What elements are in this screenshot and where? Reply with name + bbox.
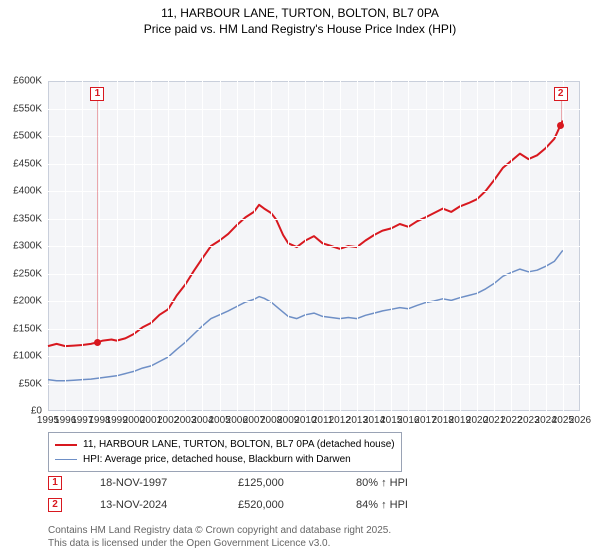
legend-swatch [55, 459, 77, 460]
marker-connector [561, 101, 562, 125]
grid-line-v [443, 81, 444, 411]
event-marker: 2 [48, 498, 62, 512]
event-date: 18-NOV-1997 [100, 477, 200, 489]
grid-line-h [48, 164, 580, 165]
grid-line-h [48, 384, 580, 385]
x-tick-label: 2026 [569, 415, 591, 426]
grid-line-v [237, 81, 238, 411]
marker-connector [97, 101, 98, 342]
marker-flag-1: 1 [90, 87, 104, 101]
event-row: 2 13-NOV-2024 £520,000 84% ↑ HPI [48, 494, 408, 516]
event-table: 1 18-NOV-1997 £125,000 80% ↑ HPI 2 13-NOV-202… [48, 472, 408, 516]
grid-line-v [374, 81, 375, 411]
grid-line-v [288, 81, 289, 411]
grid-line-v [134, 81, 135, 411]
grid-line-h [48, 356, 580, 357]
legend-label: HPI: Average price, detached house, Blac… [83, 452, 351, 467]
legend-item: 11, HARBOUR LANE, TURTON, BOLTON, BL7 0P… [55, 437, 395, 452]
event-price: £520,000 [238, 499, 318, 511]
grid-line-v [494, 81, 495, 411]
event-price: £125,000 [238, 477, 318, 489]
legend-swatch [55, 444, 77, 446]
grid-line-h [48, 274, 580, 275]
x-axis: 1995199619971998199920002001200220032004… [0, 415, 600, 429]
event-delta: 84% ↑ HPI [356, 499, 408, 511]
grid-line-v [546, 81, 547, 411]
grid-line-v [357, 81, 358, 411]
grid-line-v [271, 81, 272, 411]
event-date: 13-NOV-2024 [100, 499, 200, 511]
chart-title: 11, HARBOUR LANE, TURTON, BOLTON, BL7 0P… [0, 0, 600, 41]
grid-line-v [340, 81, 341, 411]
event-delta: 80% ↑ HPI [356, 477, 408, 489]
grid-line-v [391, 81, 392, 411]
grid-line-v [305, 81, 306, 411]
grid-line-v [185, 81, 186, 411]
title-line2: Price paid vs. HM Land Registry's House … [0, 22, 600, 38]
attribution-line1: Contains HM Land Registry data © Crown c… [48, 524, 391, 537]
legend-label: 11, HARBOUR LANE, TURTON, BOLTON, BL7 0P… [83, 437, 395, 452]
legend: 11, HARBOUR LANE, TURTON, BOLTON, BL7 0P… [48, 432, 402, 472]
grid-line-v [254, 81, 255, 411]
grid-line-v [323, 81, 324, 411]
grid-line-h [48, 246, 580, 247]
grid-line-v [65, 81, 66, 411]
marker-flag-2: 2 [554, 87, 568, 101]
grid-line-v [460, 81, 461, 411]
grid-line-h [48, 109, 580, 110]
grid-line-h [48, 136, 580, 137]
grid-line-h [48, 329, 580, 330]
grid-line-v [529, 81, 530, 411]
grid-line-v [477, 81, 478, 411]
grid-line-v [563, 81, 564, 411]
event-row: 1 18-NOV-1997 £125,000 80% ↑ HPI [48, 472, 408, 494]
legend-item: HPI: Average price, detached house, Blac… [55, 452, 395, 467]
grid-line-v [202, 81, 203, 411]
title-line1: 11, HARBOUR LANE, TURTON, BOLTON, BL7 0P… [0, 6, 600, 22]
grid-line-v [220, 81, 221, 411]
grid-line-h [48, 301, 580, 302]
chart-area: £0£50K£100K£150K£200K£250K£300K£350K£400… [0, 41, 600, 429]
grid-line-v [426, 81, 427, 411]
grid-line-h [48, 219, 580, 220]
grid-line-h [48, 191, 580, 192]
grid-line-v [99, 81, 100, 411]
grid-line-v [408, 81, 409, 411]
grid-line-v [117, 81, 118, 411]
event-marker: 1 [48, 476, 62, 490]
grid-line-v [82, 81, 83, 411]
grid-line-v [511, 81, 512, 411]
attribution-line2: This data is licensed under the Open Gov… [48, 537, 391, 550]
grid-line-v [151, 81, 152, 411]
grid-line-v [168, 81, 169, 411]
attribution: Contains HM Land Registry data © Crown c… [48, 524, 391, 550]
